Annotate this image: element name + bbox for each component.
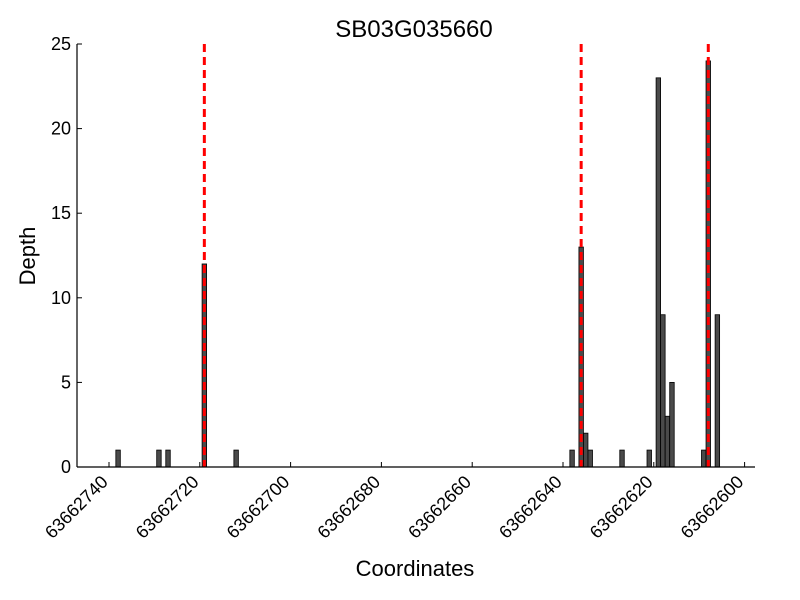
ticks-layer: 0 5 10 15 20 25 63662740 63662720 63662700 636626… xyxy=(41,34,747,542)
x-tick-label: 63662640 xyxy=(495,472,566,543)
depth-bar xyxy=(233,449,239,468)
depth-bar xyxy=(619,449,625,468)
x-tick-label: 63662680 xyxy=(313,472,384,543)
depth-bar xyxy=(583,432,589,468)
depth-bar xyxy=(669,381,675,468)
x-tick-label: 63662700 xyxy=(223,472,294,543)
y-axis-label: Depth xyxy=(15,227,40,286)
depth-bar xyxy=(587,449,593,468)
depth-bar xyxy=(569,449,575,468)
depth-bar xyxy=(165,449,171,468)
depth-bar xyxy=(660,314,666,468)
y-tick-label: 0 xyxy=(61,457,71,477)
depth-bar xyxy=(646,449,652,468)
x-tick-label: 63662660 xyxy=(404,472,475,543)
depth-bar xyxy=(115,449,121,468)
x-tick-label: 63662600 xyxy=(677,472,748,543)
y-tick-label: 10 xyxy=(51,288,71,308)
x-axis-label: Coordinates xyxy=(356,556,475,581)
chart-title: SB03G035660 xyxy=(335,16,492,43)
depth-bar xyxy=(714,314,721,468)
depth-bar xyxy=(701,449,707,468)
axes-layer xyxy=(76,44,755,468)
y-tick-label: 20 xyxy=(51,119,71,139)
x-tick-label: 63662620 xyxy=(586,472,657,543)
x-tick-label: 63662720 xyxy=(132,472,203,543)
x-tick-label: 63662740 xyxy=(41,472,112,543)
y-tick-label: 5 xyxy=(61,372,71,392)
y-tick-label: 15 xyxy=(51,203,71,223)
depth-bar xyxy=(664,415,671,468)
depth-bar xyxy=(655,77,661,468)
markers-layer xyxy=(202,44,710,467)
depth-bar xyxy=(705,60,711,468)
depth-bar xyxy=(156,449,162,468)
y-tick-label: 25 xyxy=(51,34,71,54)
bars-layer xyxy=(115,60,721,468)
